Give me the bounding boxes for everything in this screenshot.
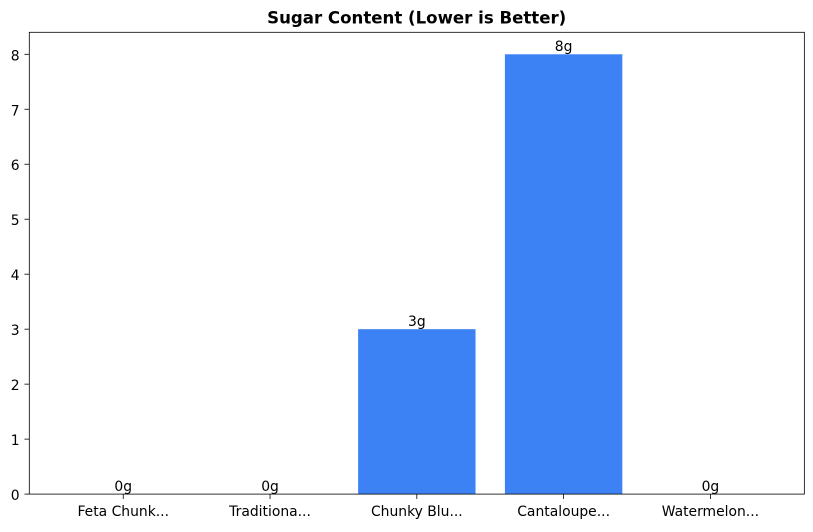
bar-value-label: 0g	[702, 479, 720, 495]
y-tick-label: 0	[11, 488, 20, 504]
y-tick-label: 7	[11, 103, 20, 119]
x-tick-label: Feta Chunk...	[77, 504, 169, 520]
bar-value-label: 3g	[408, 314, 426, 330]
y-tick-label: 1	[11, 433, 20, 449]
y-tick-label: 5	[11, 213, 20, 229]
bar-4	[504, 54, 623, 495]
bar-value-label: 0g	[261, 479, 279, 495]
y-tick-label: 2	[11, 378, 20, 394]
bar-value-label: 8g	[555, 39, 573, 55]
y-tick-label: 8	[11, 48, 20, 64]
y-tick-label: 4	[11, 268, 20, 284]
y-tick-label: 3	[11, 323, 20, 339]
x-tick-label: Chunky Blu...	[371, 504, 463, 520]
y-tick-label: 6	[11, 158, 20, 174]
x-tick-label: Cantaloupe...	[517, 504, 610, 520]
x-tick-label: Watermelon...	[662, 504, 759, 520]
chart-title: Sugar Content (Lower is Better)	[267, 8, 566, 27]
plot-box-spines	[28, 31, 805, 495]
bar-3	[358, 329, 476, 495]
x-tick-label: Traditiona...	[228, 504, 311, 520]
bar-value-label: 0g	[114, 479, 132, 495]
